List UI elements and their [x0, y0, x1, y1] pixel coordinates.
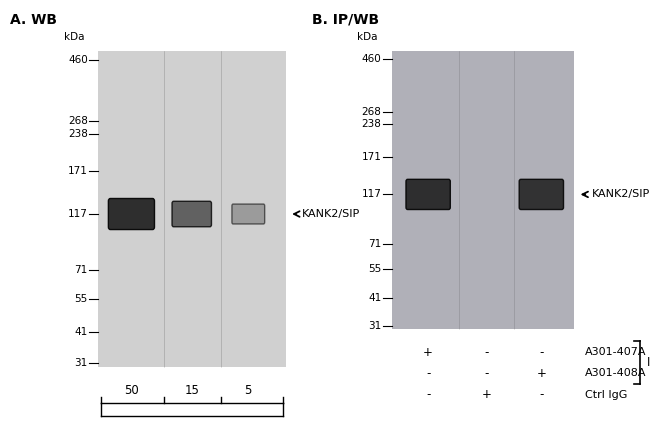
- Bar: [98, 51, 286, 367]
- Text: KANK2/SIP: KANK2/SIP: [302, 209, 361, 219]
- Text: Ctrl IgG: Ctrl IgG: [584, 390, 627, 400]
- Text: IP: IP: [647, 356, 650, 369]
- Text: 460: 460: [361, 54, 382, 64]
- Text: -: -: [539, 388, 543, 401]
- Text: 268: 268: [361, 107, 382, 117]
- Text: 55: 55: [75, 294, 88, 304]
- Text: 171: 171: [361, 152, 382, 162]
- Text: -: -: [426, 388, 430, 401]
- Text: -: -: [484, 346, 489, 359]
- Text: kDa: kDa: [358, 32, 378, 42]
- Text: +: +: [536, 367, 546, 380]
- Text: 71: 71: [75, 265, 88, 275]
- Text: 117: 117: [68, 209, 88, 219]
- Text: 238: 238: [361, 119, 382, 129]
- Text: 31: 31: [75, 358, 88, 368]
- Text: A301-407A: A301-407A: [584, 347, 646, 357]
- Text: 238: 238: [68, 129, 88, 139]
- FancyBboxPatch shape: [172, 201, 211, 227]
- Text: 117: 117: [361, 189, 382, 200]
- Text: A. WB: A. WB: [10, 13, 57, 27]
- FancyBboxPatch shape: [109, 198, 155, 230]
- Text: +: +: [423, 346, 433, 359]
- Text: 5: 5: [244, 384, 252, 397]
- FancyBboxPatch shape: [519, 179, 564, 210]
- Text: 31: 31: [368, 321, 382, 331]
- Text: -: -: [539, 346, 543, 359]
- Text: 71: 71: [368, 239, 382, 249]
- Bar: [391, 51, 574, 329]
- Text: kDa: kDa: [64, 32, 84, 42]
- Text: 41: 41: [75, 327, 88, 337]
- Text: 171: 171: [68, 166, 88, 176]
- Text: 15: 15: [185, 384, 199, 397]
- Text: +: +: [482, 388, 491, 401]
- Text: 55: 55: [368, 264, 382, 274]
- Text: 268: 268: [68, 116, 88, 126]
- Text: 50: 50: [124, 384, 139, 397]
- Text: B. IP/WB: B. IP/WB: [313, 13, 380, 27]
- Text: 460: 460: [68, 55, 88, 65]
- Text: A301-408A: A301-408A: [584, 368, 646, 379]
- Text: 41: 41: [368, 293, 382, 303]
- Text: -: -: [484, 367, 489, 380]
- FancyBboxPatch shape: [406, 179, 450, 210]
- Text: KANK2/SIP: KANK2/SIP: [592, 189, 650, 200]
- FancyBboxPatch shape: [232, 204, 265, 224]
- Text: -: -: [426, 367, 430, 380]
